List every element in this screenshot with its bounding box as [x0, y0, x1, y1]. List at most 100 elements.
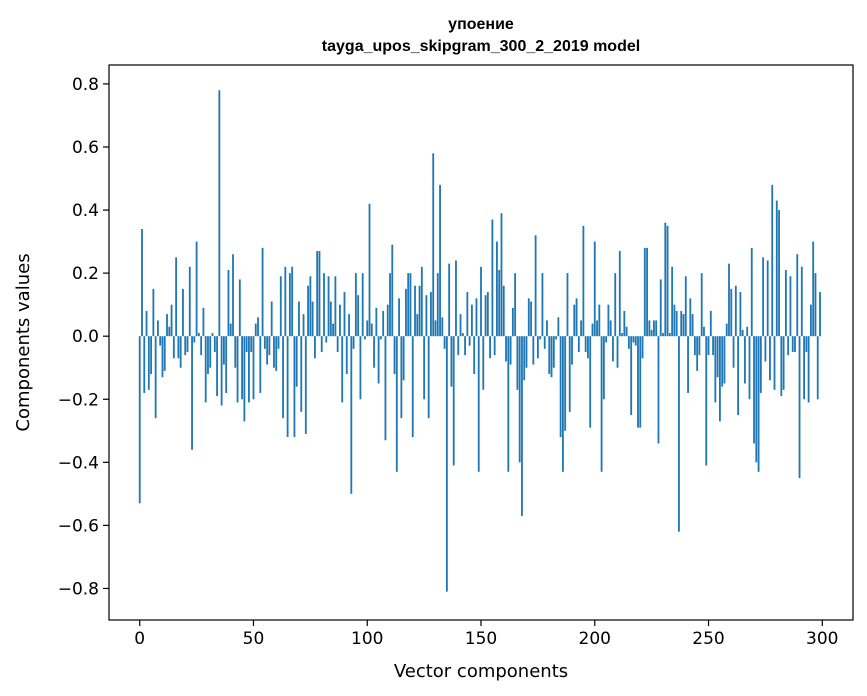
bar — [320, 336, 323, 352]
bar — [304, 336, 307, 434]
bar — [557, 317, 560, 337]
bar — [773, 336, 776, 390]
bar — [448, 263, 451, 337]
bar — [737, 336, 740, 416]
bar — [407, 273, 410, 337]
y-tick-label: 0.4 — [72, 201, 99, 221]
bar — [675, 310, 678, 337]
bar — [648, 320, 651, 337]
bar — [177, 336, 180, 359]
bar — [343, 292, 346, 337]
bar — [591, 323, 594, 337]
bar — [789, 276, 792, 337]
bar — [200, 336, 203, 356]
y-tick-label: 0.2 — [72, 264, 99, 284]
bar — [348, 314, 350, 337]
bar — [693, 336, 696, 356]
bar — [377, 336, 380, 384]
bar — [455, 260, 457, 337]
bar — [286, 336, 289, 438]
bar — [714, 336, 717, 403]
bar — [650, 329, 653, 337]
bar — [784, 269, 787, 337]
bar — [564, 336, 567, 431]
bar — [191, 336, 193, 450]
bar — [794, 336, 796, 352]
y-tick-label: −0.8 — [58, 579, 99, 599]
bar — [721, 336, 724, 387]
bar — [525, 336, 528, 368]
bar — [229, 323, 232, 337]
bar — [282, 336, 284, 419]
bar — [755, 336, 758, 463]
bar — [712, 336, 714, 356]
bar — [366, 320, 369, 337]
bar — [523, 336, 526, 381]
bar — [514, 273, 517, 337]
y-tick-label: 0.8 — [72, 75, 99, 95]
bar — [311, 301, 314, 337]
bar — [630, 336, 633, 416]
bar — [325, 336, 328, 343]
bar — [405, 288, 407, 337]
bar — [814, 273, 817, 337]
bar — [211, 333, 214, 337]
bar — [527, 298, 530, 337]
bar — [477, 336, 480, 472]
bar — [623, 310, 626, 337]
bar — [268, 336, 271, 356]
bar — [161, 336, 164, 378]
bar — [182, 288, 184, 337]
bar — [427, 336, 430, 419]
bar — [534, 235, 537, 337]
bar — [202, 307, 205, 337]
bar — [639, 336, 642, 428]
bar — [734, 285, 737, 337]
bar — [778, 210, 780, 337]
bar — [607, 304, 610, 337]
bar — [457, 336, 460, 356]
bar — [452, 336, 455, 466]
bar — [314, 336, 316, 359]
bar — [345, 336, 348, 375]
bar — [241, 336, 244, 400]
y-axis-ticks: −0.8 −0.6 −0.4 −0.2 0.0 0.2 0.4 0.6 0.8 — [58, 75, 109, 599]
bar — [225, 336, 228, 393]
bar — [339, 304, 341, 337]
bar — [605, 336, 608, 343]
bar — [559, 336, 562, 438]
bar — [598, 304, 601, 337]
bar — [302, 314, 305, 337]
bar — [543, 336, 546, 349]
bar — [621, 333, 623, 337]
bar — [379, 336, 382, 340]
bar — [172, 336, 175, 359]
bar — [470, 304, 473, 337]
bar — [373, 336, 375, 368]
bar — [787, 336, 790, 356]
bar — [218, 90, 221, 337]
bar — [771, 184, 774, 337]
bar — [411, 336, 414, 438]
bar — [673, 304, 676, 337]
bar — [518, 336, 521, 463]
x-tick-label: 300 — [806, 629, 838, 649]
plot-frame — [108, 64, 854, 621]
bar — [505, 336, 507, 362]
bar — [270, 301, 273, 337]
bar — [186, 336, 189, 352]
bar — [546, 320, 548, 337]
chart-subtitle: tayga_upos_skipgram_300_2_2019 model — [322, 38, 640, 55]
bar — [170, 304, 173, 337]
bar — [596, 320, 598, 337]
bar — [678, 336, 680, 532]
bar — [680, 310, 683, 337]
bar — [277, 336, 280, 349]
bar — [263, 336, 266, 349]
bar — [627, 336, 630, 349]
bar — [248, 336, 250, 403]
bar — [416, 314, 419, 337]
x-tick-label: 200 — [579, 629, 611, 649]
bar — [459, 314, 462, 337]
